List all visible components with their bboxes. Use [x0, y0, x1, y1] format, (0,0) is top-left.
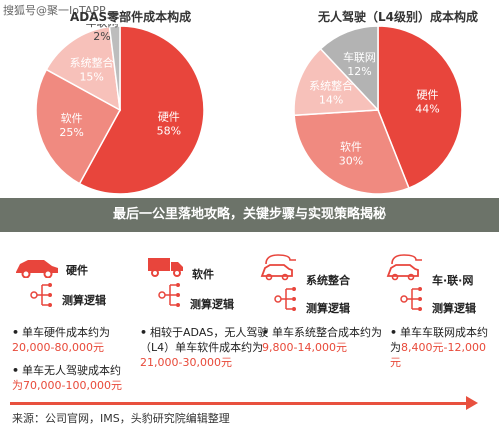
source-note: 来源：公司官网，IMS，头豹研究院编辑整理: [12, 412, 230, 425]
note-value: 9,800-14,000元: [262, 341, 347, 354]
slice-label-1-1: 软件: [340, 140, 362, 154]
slice-label-1-2: 系统整合: [309, 78, 353, 92]
tree-icon: [400, 287, 422, 311]
charging-car-icon: [260, 254, 296, 281]
timeline-arrow: [10, 402, 470, 405]
category-name: 硬件: [66, 264, 88, 277]
pie-slice-1-0: [377, 25, 463, 190]
slice-label-1-0: 硬件: [417, 89, 439, 102]
slice-value-0-3: 2%: [93, 30, 110, 43]
note-text: 单车系统整合成本约为: [272, 326, 383, 339]
slice-label-0-2: 系统整合: [70, 55, 114, 69]
slice-value-1-3: 12%: [347, 65, 371, 78]
chart-title-l4: 无人驾驶（L4级别）成本构成: [318, 10, 478, 24]
note-text: 单车车联网成本约为: [390, 326, 489, 354]
category-sub: 测算逻辑: [62, 294, 106, 307]
category-sub: 测算逻辑: [432, 302, 476, 315]
pie-slice-0-2: [45, 25, 121, 112]
slice-label-0-3: 车联网: [86, 24, 119, 29]
arrow-head-icon: [466, 396, 478, 410]
category-integration: 系统整合 测算逻辑: [258, 250, 383, 320]
pie-slice-0-1: [35, 68, 122, 185]
pie-slice-1-2: [293, 47, 380, 117]
watermark: 搜狐号@聚一IoTAPP: [3, 4, 106, 17]
category-software: 软件 测算逻辑: [140, 250, 260, 320]
car-icon: [16, 260, 58, 278]
category-name: 软件: [192, 268, 214, 281]
tree-icon: [30, 283, 52, 307]
slice-value-0-1: 25%: [59, 126, 83, 139]
note-hardware-1: • 单车硬件成本约为 20,000-80,000元: [12, 326, 111, 354]
note-telematics: • 单车车联网成本约为8,400元-12,000元: [390, 326, 489, 369]
note-value: 8,400元-12,000元: [390, 341, 486, 369]
note-text: 相较于ADAS，无人驾驶（L4）单车软件成本约为: [140, 326, 269, 354]
pie-slice-0-3: [108, 25, 121, 111]
slice-value-0-2: 15%: [79, 70, 103, 83]
note-value: 21,000-30,000元: [140, 356, 232, 369]
category-telematics: 车·联·网 测算逻辑: [382, 250, 497, 320]
slice-label-1-3: 车联网: [343, 50, 376, 64]
slice-label-0-1: 软件: [61, 111, 83, 125]
note-hardware-2: • 单车无人驾驶成本约 为70,000-100,000元: [12, 364, 122, 392]
note-value: 为70,000-100,000元: [12, 379, 122, 392]
pie-slice-1-3: [319, 25, 379, 112]
pie-slice-0-0: [78, 25, 205, 195]
category-name: 系统整合: [306, 274, 350, 287]
category-sub: 测算逻辑: [190, 298, 234, 311]
tree-icon: [274, 287, 296, 311]
note-software: • 相较于ADAS，无人驾驶（L4）单车软件成本约为21,000-30,000元: [140, 326, 269, 369]
connected-car-icon: [386, 254, 422, 281]
note-integration: • 单车系统整合成本约为9,800-14,000元: [262, 326, 383, 354]
slice-value-1-1: 30%: [339, 155, 363, 168]
pie-slice-1-1: [293, 109, 410, 195]
slice-value-1-0: 44%: [415, 103, 439, 116]
slice-value-0-0: 58%: [157, 125, 181, 138]
slice-label-0-0: 硬件: [158, 111, 180, 124]
category-sub: 测算逻辑: [306, 302, 350, 315]
category-hardware: 硬件 测算逻辑: [12, 250, 132, 320]
slice-value-1-2: 14%: [319, 93, 343, 106]
note-text: 单车无人驾驶成本约: [22, 364, 122, 377]
tree-icon: [158, 283, 180, 307]
headline-banner: 最后一公里落地攻略，关键步骤与实现策略揭秘: [0, 198, 499, 232]
category-name: 车·联·网: [432, 274, 474, 287]
truck-icon: [148, 258, 183, 277]
chart-title-adas: ADAS零部件成本构成: [70, 10, 192, 24]
note-text: 单车硬件成本约为: [22, 326, 111, 339]
note-value: 20,000-80,000元: [12, 341, 104, 354]
